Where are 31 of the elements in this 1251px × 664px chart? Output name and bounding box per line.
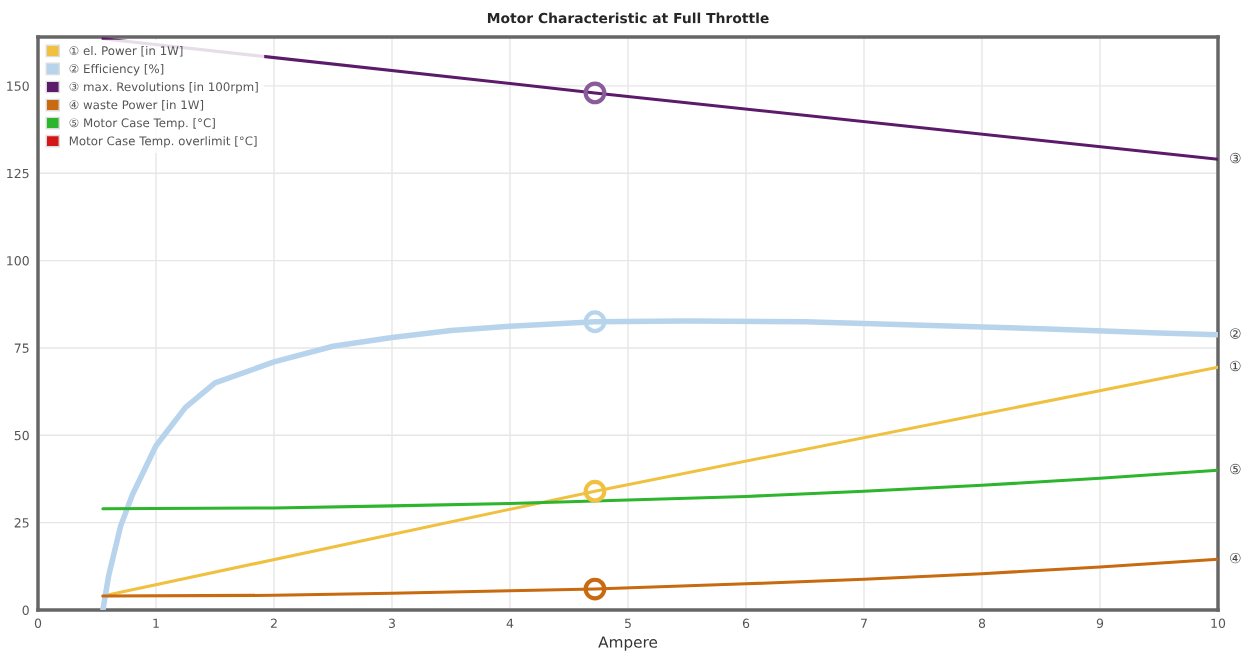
legend-label: Motor Case Temp. overlimit [°C] xyxy=(69,136,257,148)
y-tick-label: 50 xyxy=(14,430,29,441)
legend-label: ⑤ Motor Case Temp. [°C] xyxy=(69,118,215,130)
legend-label: ④ waste Power [in 1W] xyxy=(69,100,204,111)
x-tick-label: 1 xyxy=(153,618,159,628)
x-axis-title: Ampere xyxy=(598,636,658,651)
x-tick-label: 0 xyxy=(34,618,42,629)
x-tick-label: 6 xyxy=(742,618,750,629)
x-tick-label: 7 xyxy=(861,618,867,628)
x-tick-label: 3 xyxy=(388,618,395,629)
x-tick-label: 8 xyxy=(978,618,986,629)
legend-label: ③ max. Revolutions [in 100rpm] xyxy=(69,82,258,94)
x-tick-label: 10 xyxy=(1211,618,1226,629)
text: ⑤ xyxy=(1230,463,1241,475)
text: ④ xyxy=(1230,552,1241,564)
y-tick-label: 0 xyxy=(22,605,29,615)
x-tick-label: 9 xyxy=(1096,618,1104,629)
x-tick-label: 5 xyxy=(624,618,631,629)
text: ② xyxy=(1230,328,1241,339)
chart-title: Motor Characteristic at Full Throttle xyxy=(487,12,769,24)
y-tick-label: 25 xyxy=(14,518,29,528)
legend-label: ② Efficiency [%] xyxy=(69,64,164,76)
legend-label: ① el. Power [in 1W] xyxy=(69,45,183,57)
x-tick-label: 4 xyxy=(506,618,514,628)
y-tick-label: 100 xyxy=(7,256,29,266)
text: ① xyxy=(1230,360,1241,372)
text: ③ xyxy=(1230,152,1241,164)
x-tick-label: 2 xyxy=(270,618,277,628)
y-tick-label: 150 xyxy=(7,81,29,91)
y-tick-label: 125 xyxy=(7,168,29,179)
y-tick-label: 75 xyxy=(14,343,29,353)
